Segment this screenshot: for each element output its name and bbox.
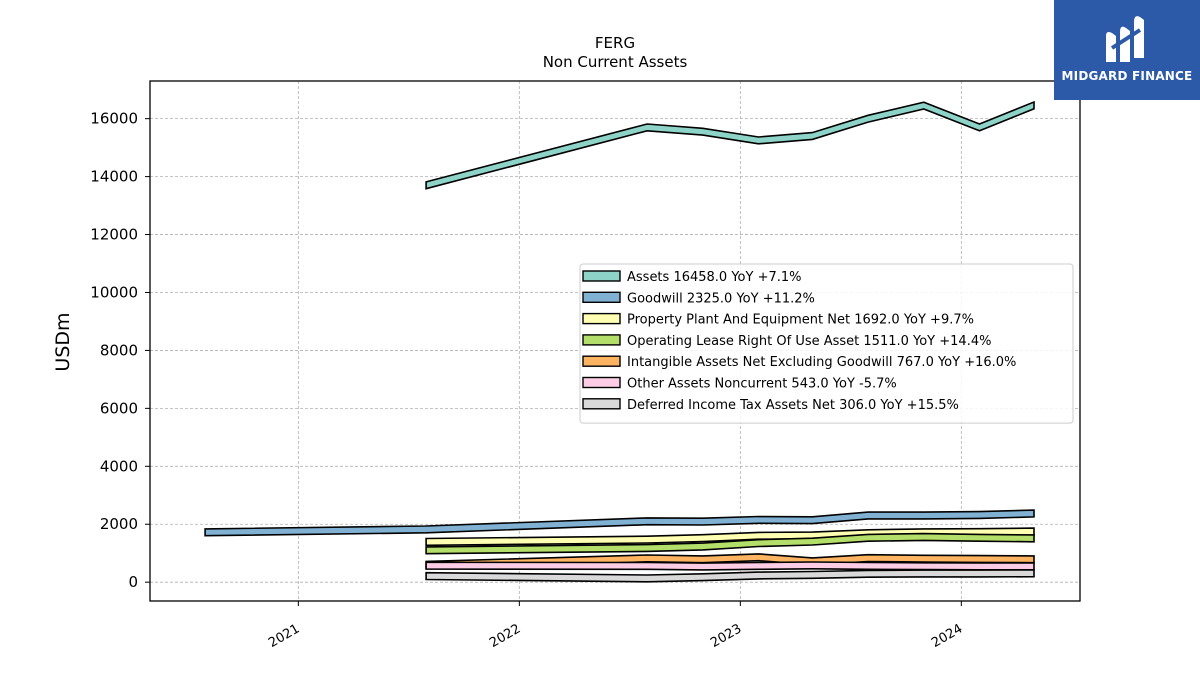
y-tick-label: 10000 [90,283,138,301]
legend-swatch [582,376,621,389]
y-tick-label: 12000 [90,226,138,244]
y-tick-label: 8000 [100,341,138,359]
series-band-1 [425,100,1035,190]
legend-label: Intangible Assets Net Excluding Goodwill… [627,355,1016,370]
series-group [204,100,1035,583]
legend: Assets 16458.0 YoY +7.1% Goodwill 2325.0 … [579,263,1074,424]
x-axis: 2021 2022 2023 2024 [266,601,965,651]
legend-swatch [582,398,621,410]
brand-name: MIDGARD FINANCE [1061,69,1193,83]
chart-title: FERG [595,34,635,52]
legend-box [579,263,1074,424]
plot-frame [149,80,1081,602]
series-band-2 [204,509,1035,537]
y-tick-label: 6000 [100,399,138,417]
y-tick-label: 16000 [90,110,138,128]
y-tick-label: 2000 [100,515,138,533]
y-tick-label: 14000 [90,168,138,186]
legend-swatch [582,291,621,303]
legend-label: Property Plant And Equipment Net 1692.0 … [627,313,974,328]
series-band-4 [425,532,1035,555]
legend-swatch [582,355,621,367]
y-axis: 0 2000 4000 6000 8000 10000 12000 14000 16000 [90,110,150,591]
chart-subtitle: Non Current Assets [543,53,688,71]
x-tick-label: 2024 [929,621,965,651]
x-tick-label: 2021 [266,621,302,651]
series-band-7 [425,569,1035,583]
legend-swatch [582,312,621,325]
legend-label: Assets 16458.0 YoY +7.1% [627,270,802,285]
legend-label: Operating Lease Right Of Use Asset 1511.… [627,334,991,349]
legend-label: Other Assets Noncurrent 543.0 YoY -5.7% [627,377,897,392]
series-band-6 [425,561,1035,571]
legend-swatch [582,334,621,346]
brand-mark-icon [1106,16,1144,63]
legend-swatch [582,270,621,282]
legend-label: Deferred Income Tax Assets Net 306.0 YoY… [627,398,959,413]
x-tick-label: 2023 [708,621,744,651]
brand-logo: MIDGARD FINANCE [1054,0,1200,100]
y-tick-label: 0 [128,573,138,591]
x-tick-label: 2022 [487,621,523,651]
y-axis-label: USDm [52,312,74,371]
y-tick-label: 4000 [100,457,138,475]
legend-label: Goodwill 2325.0 YoY +11.2% [627,291,815,306]
